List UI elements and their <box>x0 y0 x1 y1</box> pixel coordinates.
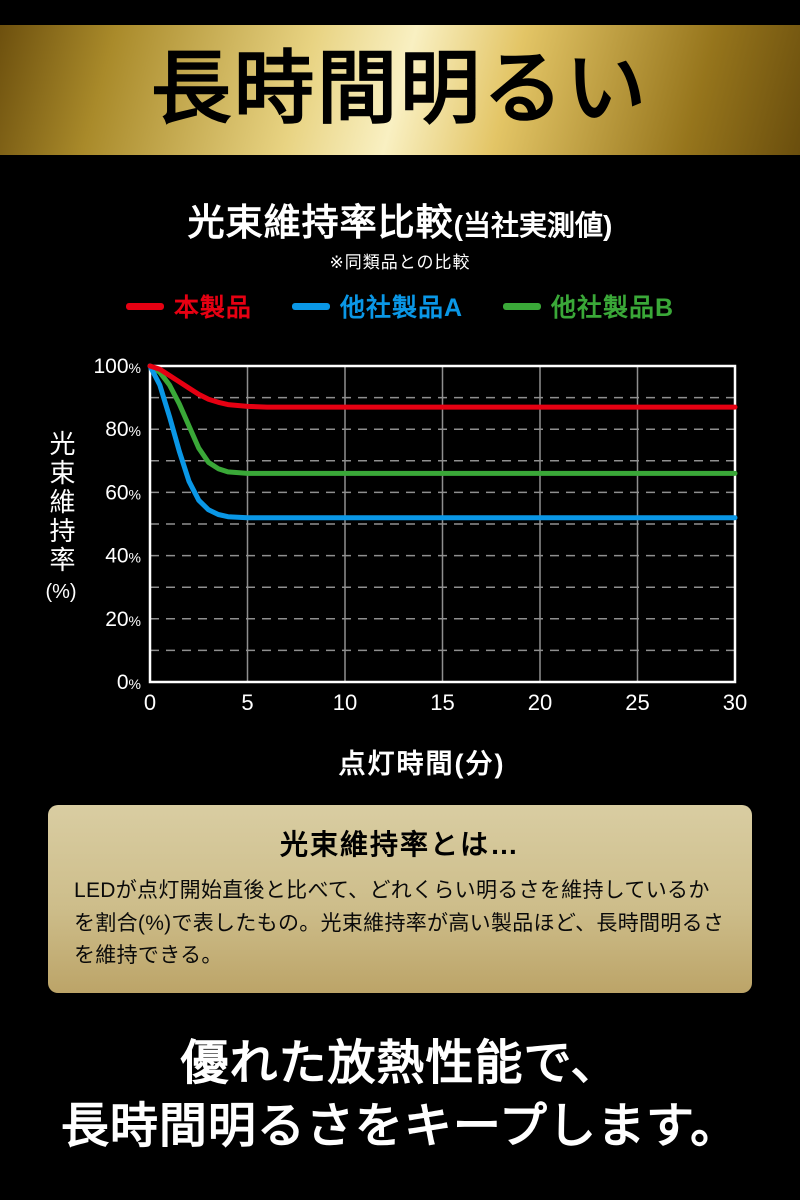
svg-text:40%: 40% <box>105 545 141 568</box>
legend-label: 他社製品B <box>551 294 675 322</box>
svg-text:60%: 60% <box>105 481 141 504</box>
footer-line-2: 長時間明るさをキープします。 <box>60 1100 740 1154</box>
line-chart-svg: 0% 20% 40% 60% 80% 100% 0 5 10 15 20 25 30 <box>94 355 748 715</box>
chart-subtitle: ※同類品との比較 <box>329 253 471 272</box>
svg-text:0%: 0% <box>117 671 141 694</box>
svg-text:20%: 20% <box>105 608 141 631</box>
info-box-body: LEDが点灯開始直後と比べて、どれくらい明るさを維持しているかを割合(%)で表し… <box>74 879 725 968</box>
banner-title: 長時間明るい <box>151 46 649 134</box>
y-axis-title: 光束維持率 (%) <box>40 352 82 682</box>
chart-row: 光束維持率 (%) 0% 20% 40% 60% 80% 100% 0 5 10 15 20 25 30 <box>40 352 770 742</box>
footer-message: 優れた放熱性能で、 長時間明るさをキープします。 <box>0 1032 800 1159</box>
legend-item: 他社製品A <box>291 288 463 324</box>
chart-title-main: 光束維持率比較 <box>187 202 454 243</box>
svg-text:15: 15 <box>430 690 454 715</box>
svg-text:100%: 100% <box>94 355 142 378</box>
svg-text:25: 25 <box>625 690 649 715</box>
y-axis-title-unit: (%) <box>45 581 77 603</box>
svg-text:30: 30 <box>723 690 747 715</box>
legend-label: 他社製品A <box>339 294 463 322</box>
footer-line-1: 優れた放熱性能で、 <box>180 1037 620 1090</box>
svg-text:10: 10 <box>333 690 357 715</box>
gold-banner: 長時間明るい <box>0 25 800 155</box>
info-box-title: 光束維持率とは… <box>279 829 520 860</box>
legend-label: 本製品 <box>173 294 252 322</box>
legend-dash-icon <box>291 302 330 310</box>
info-box: 光束維持率とは… LEDが点灯開始直後と比べて、どれくらい明るさを維持しているか… <box>48 805 752 993</box>
legend-item: 他社製品B <box>503 288 674 324</box>
chart-title: 光束維持率比較(当社実測値) <box>0 192 800 246</box>
svg-text:20: 20 <box>528 690 552 715</box>
x-axis-title: 点灯時間(分) <box>338 749 506 779</box>
svg-text:80%: 80% <box>105 418 141 441</box>
legend-dash-icon <box>503 302 541 310</box>
chart-legend: 本製品 他社製品A 他社製品B <box>0 288 800 324</box>
svg-text:5: 5 <box>241 690 253 715</box>
legend-item: 本製品 <box>125 288 252 324</box>
y-axis-title-text: 光束維持率 <box>46 430 76 575</box>
legend-dash-icon <box>125 302 164 310</box>
svg-text:0: 0 <box>144 690 156 715</box>
chart-area: 光束維持率 (%) 0% 20% 40% 60% 80% 100% 0 5 10 15 20 25 30… <box>40 352 770 781</box>
chart-title-paren: (当社実測値) <box>453 210 613 241</box>
